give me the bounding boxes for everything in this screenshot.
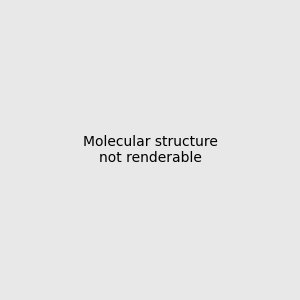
Text: Molecular structure
not renderable: Molecular structure not renderable — [82, 135, 218, 165]
